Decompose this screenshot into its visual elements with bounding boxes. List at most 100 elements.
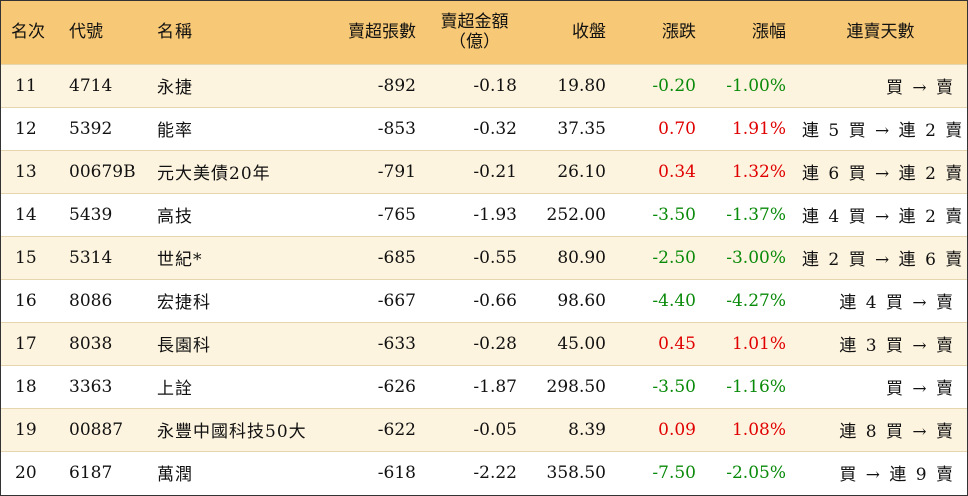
cell-close: 45.00 [557, 333, 606, 354]
cell-rank: 20 [15, 462, 37, 483]
table-row[interactable]: 20 6187 萬潤 -618 -2.22 358.50 -7.50 -2.05… [1, 451, 967, 494]
header-net-sell-lots[interactable]: 賣超張數 [348, 22, 416, 43]
cell-change: 0.09 [658, 419, 696, 440]
cell-name: 上詮 [157, 379, 193, 399]
cell-change-pct: 1.08% [731, 419, 786, 440]
cell-change-pct: 1.32% [731, 161, 786, 182]
cell-name: 能率 [157, 121, 193, 141]
cell-net-sell-amount: -1.87 [473, 376, 517, 397]
cell-code: 3363 [69, 376, 113, 397]
cell-name: 永豐中國科技50大 [157, 422, 307, 442]
header-change[interactable]: 漲跌 [662, 22, 696, 43]
cell-streak: 連 3 買 → 賣 [839, 336, 955, 356]
cell-change-pct: -1.00% [726, 75, 786, 96]
cell-change: -7.50 [652, 462, 696, 483]
cell-net-sell-lots: -791 [377, 161, 416, 182]
cell-change-pct: -2.05% [726, 462, 786, 483]
cell-net-sell-amount: -0.66 [473, 290, 517, 311]
header-streak[interactable]: 連賣天數 [846, 22, 915, 43]
cell-streak: 買 → 賣 [885, 379, 955, 399]
cell-change: -4.40 [652, 290, 696, 311]
table-row[interactable]: 19 00887 永豐中國科技50大 -622 -0.05 8.39 0.09 … [1, 408, 967, 451]
cell-code: 5314 [69, 247, 113, 268]
cell-name: 長園科 [157, 336, 211, 356]
cell-net-sell-lots: -853 [377, 118, 416, 139]
cell-net-sell-lots: -618 [377, 462, 416, 483]
cell-close: 26.10 [557, 161, 606, 182]
cell-net-sell-amount: -0.28 [473, 333, 517, 354]
table-row[interactable]: 16 8086 宏捷科 -667 -0.66 98.60 -4.40 -4.27… [1, 279, 967, 322]
cell-change: 0.45 [658, 333, 696, 354]
cell-rank: 13 [15, 161, 37, 182]
header-code[interactable]: 代號 [69, 22, 103, 43]
cell-change: 0.70 [658, 118, 696, 139]
cell-name: 宏捷科 [157, 293, 211, 313]
cell-rank: 19 [15, 419, 37, 440]
cell-rank: 17 [15, 333, 37, 354]
cell-rank: 16 [15, 290, 37, 311]
cell-code: 5439 [69, 204, 113, 225]
cell-net-sell-lots: -633 [377, 333, 416, 354]
cell-net-sell-lots: -622 [377, 419, 416, 440]
cell-change: -0.20 [652, 75, 696, 96]
cell-change-pct: -1.37% [726, 204, 786, 225]
cell-name: 元大美債20年 [157, 164, 271, 184]
cell-name: 萬潤 [157, 465, 193, 486]
cell-change: -2.50 [652, 247, 696, 268]
table-row[interactable]: 14 5439 高技 -765 -1.93 252.00 -3.50 -1.37… [1, 193, 967, 236]
cell-code: 00679B [69, 161, 136, 182]
cell-net-sell-amount: -2.22 [473, 462, 517, 483]
cell-change-pct: 1.91% [731, 118, 786, 139]
cell-net-sell-amount: -0.32 [473, 118, 517, 139]
cell-rank: 11 [15, 75, 37, 96]
cell-change-pct: -4.27% [726, 290, 786, 311]
cell-close: 80.90 [557, 247, 606, 268]
cell-streak: 連 6 買 → 連 2 賣 [802, 164, 965, 184]
cell-streak: 買 → 連 9 賣 [839, 465, 955, 486]
cell-close: 37.35 [557, 118, 606, 139]
cell-change-pct: -1.16% [726, 376, 786, 397]
cell-streak: 買 → 賣 [885, 78, 955, 98]
cell-rank: 14 [15, 204, 37, 225]
cell-close: 8.39 [568, 419, 606, 440]
cell-net-sell-lots: -765 [377, 204, 416, 225]
header-close[interactable]: 收盤 [572, 22, 606, 43]
cell-net-sell-lots: -685 [377, 247, 416, 268]
cell-code: 6187 [69, 462, 113, 483]
cell-rank: 15 [15, 247, 37, 268]
cell-close: 98.60 [557, 290, 606, 311]
cell-change: -3.50 [652, 204, 696, 225]
cell-net-sell-lots: -626 [377, 376, 416, 397]
header-change-pct[interactable]: 漲幅 [752, 22, 786, 43]
cell-streak: 連 2 買 → 連 6 賣 [802, 250, 965, 270]
header-name[interactable]: 名稱 [157, 22, 193, 43]
cell-code: 8086 [69, 290, 113, 311]
table-row[interactable]: 17 8038 長園科 -633 -0.28 45.00 0.45 1.01% … [1, 322, 967, 365]
cell-close: 298.50 [546, 376, 606, 397]
table-row[interactable]: 12 5392 能率 -853 -0.32 37.35 0.70 1.91% 連… [1, 107, 967, 150]
table-row[interactable]: 15 5314 世紀* -685 -0.55 80.90 -2.50 -3.00… [1, 236, 967, 279]
cell-change: -3.50 [652, 376, 696, 397]
cell-code: 00887 [69, 419, 124, 440]
header-row: 名次 代號 名稱 賣超張數 賣超金額 （億） 收盤 漲跌 漲幅 連賣天數 [1, 1, 967, 64]
cell-net-sell-amount: -1.93 [473, 204, 517, 225]
header-rank[interactable]: 名次 [11, 22, 45, 43]
cell-name: 世紀* [157, 250, 203, 270]
cell-code: 4714 [69, 75, 113, 96]
table-row[interactable]: 11 4714 永捷 -892 -0.18 19.80 -0.20 -1.00%… [1, 64, 967, 107]
cell-streak: 連 8 買 → 賣 [839, 422, 955, 442]
table-row[interactable]: 18 3363 上詮 -626 -1.87 298.50 -3.50 -1.16… [1, 365, 967, 408]
header-net-sell-amount[interactable]: 賣超金額 （億） [424, 1, 525, 64]
cell-streak: 連 5 買 → 連 2 賣 [802, 121, 965, 141]
cell-name: 永捷 [157, 78, 193, 98]
cell-code: 8038 [69, 333, 113, 354]
cell-rank: 18 [15, 376, 37, 397]
header-net-sell-amount-line1: 賣超金額 [440, 12, 509, 33]
cell-net-sell-amount: -0.55 [473, 247, 517, 268]
cell-code: 5392 [69, 118, 113, 139]
table-row[interactable]: 13 00679B 元大美債20年 -791 -0.21 26.10 0.34 … [1, 150, 967, 193]
cell-net-sell-lots: -892 [377, 75, 416, 96]
cell-net-sell-amount: -0.21 [473, 161, 517, 182]
